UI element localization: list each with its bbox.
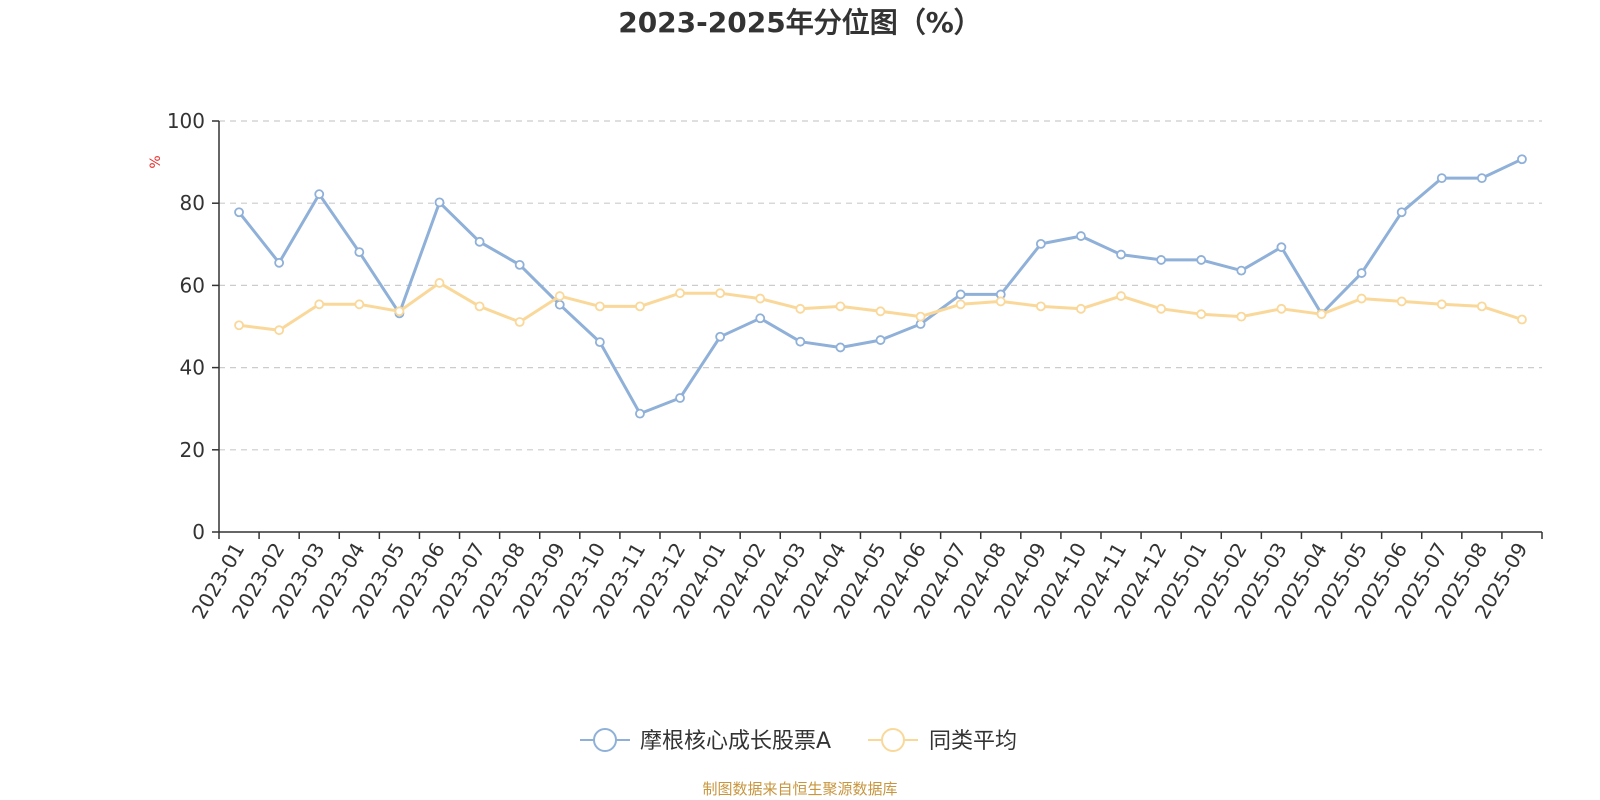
y-tick-label: 60 (180, 273, 205, 297)
data-point[interactable] (915, 311, 926, 322)
data-point[interactable] (795, 336, 806, 347)
data-point[interactable] (434, 278, 445, 288)
data-point[interactable] (835, 301, 846, 312)
data-point[interactable] (995, 296, 1006, 307)
legend-item[interactable]: 同类平均 (868, 728, 1017, 754)
y-tick-label: 20 (180, 438, 205, 462)
data-point[interactable] (234, 207, 244, 218)
data-point[interactable] (955, 299, 966, 310)
y-tick-label: 0 (192, 520, 205, 544)
data-point[interactable] (795, 303, 806, 314)
data-point[interactable] (1436, 173, 1447, 184)
data-point[interactable] (1436, 299, 1447, 310)
data-point[interactable] (755, 313, 766, 324)
data-point[interactable] (1517, 154, 1527, 165)
series-primary (234, 154, 1527, 419)
data-point[interactable] (1517, 314, 1527, 325)
data-point[interactable] (394, 306, 405, 317)
axes (218, 121, 1542, 533)
series-line (237, 157, 1523, 416)
data-point[interactable] (1076, 303, 1086, 314)
legend-marker (593, 728, 617, 752)
data-point[interactable] (1116, 291, 1126, 301)
data-point[interactable] (635, 408, 645, 419)
data-point[interactable] (514, 317, 525, 327)
data-point[interactable] (635, 301, 645, 312)
data-point[interactable] (554, 299, 565, 310)
data-point[interactable] (955, 289, 966, 300)
data-point[interactable] (715, 331, 726, 342)
data-point[interactable] (274, 325, 285, 336)
data-point[interactable] (594, 301, 605, 312)
data-point[interactable] (234, 320, 244, 331)
y-tick-label: 40 (180, 356, 205, 380)
y-tick-label: 100 (167, 109, 205, 133)
data-point[interactable] (1156, 303, 1167, 314)
data-point[interactable] (314, 299, 325, 310)
data-point[interactable] (675, 288, 685, 299)
data-point[interactable] (1476, 301, 1487, 312)
data-point[interactable] (1196, 309, 1207, 320)
data-point[interactable] (434, 197, 445, 208)
data-point[interactable] (875, 306, 886, 317)
series-lines (234, 154, 1527, 419)
data-point[interactable] (755, 293, 766, 304)
data-source-note: 制图数据来自恒生聚源数据库 (702, 780, 897, 798)
data-point[interactable] (1476, 173, 1487, 184)
chart-title: 2023-2025年分位图（%） (618, 6, 982, 39)
data-point[interactable] (1156, 255, 1167, 265)
data-point[interactable] (675, 393, 685, 403)
data-point[interactable] (1276, 303, 1287, 314)
data-point[interactable] (1035, 301, 1046, 312)
legend: 摩根核心成长股票A 同类平均 (580, 728, 1017, 754)
data-point[interactable] (474, 236, 485, 247)
data-point[interactable] (1276, 242, 1287, 253)
data-point[interactable] (1076, 231, 1086, 241)
data-point[interactable] (514, 259, 525, 270)
data-point[interactable] (1116, 249, 1126, 260)
data-point[interactable] (875, 335, 886, 345)
data-point[interactable] (1236, 265, 1247, 276)
x-axis-ticks: 2023-012023-022023-032023-042023-052023-… (187, 532, 1543, 623)
data-point[interactable] (354, 247, 365, 258)
data-point[interactable] (835, 342, 846, 353)
data-point[interactable] (1356, 268, 1367, 278)
data-point[interactable] (1035, 238, 1046, 249)
legend-label: 摩根核心成长股票A (640, 729, 831, 754)
data-point[interactable] (715, 288, 726, 299)
data-point[interactable] (1196, 255, 1207, 265)
data-point[interactable] (314, 189, 325, 200)
legend-item[interactable]: 摩根核心成长股票A (580, 728, 831, 754)
legend-label: 同类平均 (929, 729, 1017, 754)
data-point[interactable] (1396, 207, 1407, 218)
data-point[interactable] (474, 301, 485, 312)
data-point[interactable] (1396, 296, 1407, 307)
y-tick-label: 80 (180, 191, 205, 215)
data-point[interactable] (1356, 293, 1367, 304)
legend-marker (881, 728, 905, 752)
y-axis-unit-label: % (148, 155, 164, 168)
data-point[interactable] (354, 299, 365, 310)
data-point[interactable] (594, 337, 605, 348)
y-axis-ticks: 0 20 40 60 80 100 (167, 109, 219, 544)
data-point[interactable] (1316, 309, 1327, 320)
grid-lines (219, 120, 1542, 451)
data-point[interactable] (274, 257, 285, 268)
data-point[interactable] (554, 291, 565, 301)
data-point[interactable] (1236, 311, 1247, 322)
series-average (234, 278, 1527, 336)
